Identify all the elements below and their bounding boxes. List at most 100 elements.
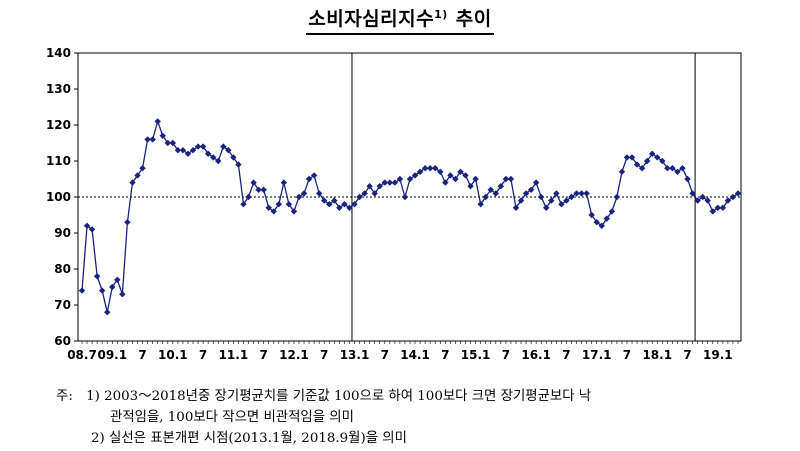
data-point [558, 201, 565, 208]
data-point [174, 147, 182, 154]
data-point [548, 197, 555, 204]
data-point [467, 183, 474, 190]
data-point [457, 168, 464, 175]
data-point [714, 204, 722, 211]
data-point [699, 193, 706, 201]
data-point [396, 175, 404, 183]
data-point [684, 175, 691, 183]
data-point [109, 283, 116, 291]
data-point [366, 183, 373, 190]
data-point [134, 172, 141, 179]
data-point [694, 197, 701, 204]
data-point [225, 147, 232, 154]
data-point [669, 165, 676, 172]
data-point [300, 190, 308, 197]
data-point [664, 165, 671, 172]
data-point [83, 222, 91, 229]
data-point [507, 175, 515, 183]
x-tick-label: 10.1 [158, 348, 188, 362]
data-point [563, 197, 570, 204]
data-point [522, 190, 530, 197]
data-point [220, 143, 227, 150]
data-point [659, 157, 666, 165]
data-point [447, 172, 454, 179]
footnote-line-3: 2) 실선은 표본개편 시점(2013.1월, 2018.9월)을 의미 [91, 431, 407, 446]
chart-title-suffix: 추이 [455, 8, 492, 30]
x-tick-label: 7 [138, 348, 146, 362]
data-point [381, 179, 388, 186]
x-tick-label: 7 [623, 348, 631, 362]
data-point [391, 179, 399, 186]
footnote-1-text: 1) 2003～2018년중 장기평균치를 기준값 100으로 하여 100보다… [86, 389, 592, 404]
y-tick-label: 100 [46, 190, 71, 204]
chart-title: 소비자심리지수1) 추이 [306, 4, 494, 35]
data-point [538, 193, 545, 201]
data-point [93, 273, 101, 280]
x-tick-label: 08.7 [67, 348, 97, 362]
data-point [255, 186, 262, 193]
data-point [265, 204, 272, 211]
data-point [608, 208, 616, 215]
data-point [346, 204, 353, 211]
data-point [179, 147, 187, 154]
x-tick-label: 18.1 [642, 348, 672, 362]
data-point [230, 154, 237, 161]
data-point [704, 197, 711, 204]
y-tick-label: 110 [46, 154, 71, 168]
data-point [603, 215, 610, 222]
data-point [401, 193, 409, 201]
data-point [411, 172, 419, 179]
x-tick-label: 7 [683, 348, 691, 362]
data-point [588, 211, 595, 219]
data-point [543, 204, 550, 211]
x-tick-label: 7 [259, 348, 267, 362]
data-point [210, 154, 217, 161]
x-tick-label: 14.1 [400, 348, 430, 362]
data-point [578, 190, 585, 197]
data-point [331, 197, 338, 204]
data-point [598, 222, 605, 229]
data-point [235, 161, 242, 168]
data-point [487, 186, 494, 193]
x-tick-label: 7 [381, 348, 389, 362]
data-point [583, 190, 590, 197]
y-tick-label: 60 [54, 334, 71, 348]
data-point [502, 175, 510, 183]
data-point [421, 165, 429, 172]
data-point [88, 226, 96, 233]
data-point [568, 193, 575, 201]
data-point [472, 175, 479, 183]
data-point [250, 179, 257, 186]
data-point [527, 186, 535, 193]
data-point [275, 201, 282, 208]
x-tick-label: 19.1 [703, 348, 733, 362]
data-point [416, 168, 424, 175]
data-point [633, 161, 641, 168]
data-point [643, 157, 651, 165]
data-point [361, 190, 368, 197]
data-point [194, 143, 202, 150]
data-point [442, 179, 449, 186]
data-point [204, 150, 212, 157]
data-point [709, 208, 716, 215]
y-tick-label: 70 [54, 298, 71, 312]
data-point [78, 287, 86, 294]
data-point [573, 190, 580, 197]
data-point [482, 193, 489, 201]
data-point [189, 147, 197, 154]
data-point [144, 136, 151, 143]
data-point [517, 197, 525, 204]
data-point [326, 201, 333, 208]
x-tick-label: 7 [320, 348, 328, 362]
x-tick-label: 7 [441, 348, 449, 362]
data-point [240, 201, 247, 208]
data-point [351, 201, 358, 208]
data-point [164, 139, 171, 147]
data-point [280, 179, 288, 186]
data-point [199, 143, 207, 150]
data-point [169, 139, 177, 147]
footnotes: 주: 1) 2003～2018년중 장기평균치를 기준값 100으로 하여 10… [56, 386, 796, 449]
data-point [149, 136, 156, 143]
data-point [623, 154, 631, 161]
data-point [593, 219, 600, 226]
